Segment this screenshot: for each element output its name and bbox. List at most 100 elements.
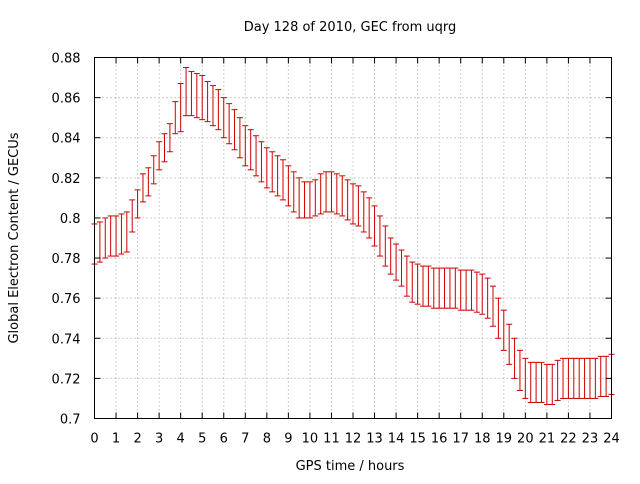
x-tick-label: 2 [133,432,141,447]
error-bar-point [484,277,491,319]
x-tick-label: 6 [220,432,228,447]
error-bar-point [403,255,410,297]
error-bar-point [242,125,249,167]
error-bar-point [209,85,216,127]
error-bar-point [102,217,109,259]
error-bar-point [96,221,103,263]
error-bar-point [527,361,534,403]
error-bar-point [296,177,303,219]
y-tick-label: 0.76 [52,292,81,307]
error-bar-point [193,73,200,119]
error-bar-point [468,269,475,311]
error-bar-point [253,135,260,177]
x-axis-label: GPS time / hours [296,459,405,474]
error-bar-point [473,271,480,313]
error-bar-point [522,357,529,399]
x-tick-label: 8 [263,432,271,447]
error-bar-point [156,141,163,171]
x-tick-label: 19 [496,432,513,447]
error-bar-point [333,173,340,215]
error-bar-point [360,191,367,233]
x-tick-label: 13 [366,432,383,447]
error-bar-point [581,357,588,399]
ticks-layer [94,57,612,419]
error-bar-point [597,355,604,397]
x-tick-label: 21 [539,432,556,447]
error-bar-point [188,71,195,117]
error-bar-point [436,267,443,309]
y-tick-label: 0.7 [60,413,81,428]
y-tick-labels: 0.7 0.72 0.74 0.76 0.78 0.8 0.82 0.84 0.86 0.88 [52,52,81,428]
error-bar-point [398,249,405,287]
error-bar-point [123,211,130,253]
error-bar-point [236,117,243,159]
error-bar-point [301,181,308,219]
error-bar-point [247,129,254,171]
error-bar-point [279,159,286,201]
error-bar-point [344,179,351,221]
x-tick-label: 18 [474,432,491,447]
error-bar-point [452,267,459,309]
error-bar-point [118,213,125,255]
error-bar-point [177,83,184,133]
error-bar-point [457,269,464,311]
error-bar-point [150,155,157,185]
error-bar-point [172,101,179,135]
error-bar-point [430,267,437,309]
error-bar-point [317,173,324,215]
x-tick-label: 0 [90,432,98,447]
error-bar-point [161,133,168,163]
error-bar-point [285,165,292,207]
error-bar-point [312,179,319,217]
error-bar-point [376,215,383,257]
error-bar-point [263,147,270,189]
y-tick-label: 0.82 [52,172,81,187]
error-bars-layer [91,67,615,405]
y-tick-label: 0.88 [52,52,81,67]
error-bar-point [576,357,583,399]
y-tick-label: 0.74 [52,332,81,347]
error-bar-point [129,199,136,233]
error-bar-point [199,75,206,121]
error-bar-point [554,359,561,401]
error-bar-point [134,189,141,219]
y-axis-label: Global Electron Content / GECUs [7,132,22,343]
x-tick-label: 1 [112,432,120,447]
error-bar-point [560,357,567,399]
x-tick-label: 9 [284,432,292,447]
error-bar-point [306,181,313,219]
chart-title: Day 128 of 2010, GEC from uqrg [244,20,457,35]
error-bar-point [274,155,281,197]
error-bar-point [543,363,550,405]
error-bar-point [290,171,297,213]
error-bar-point [549,363,556,405]
y-tick-label: 0.72 [52,372,81,387]
x-tick-label: 4 [177,432,185,447]
error-bar-point [511,337,518,379]
error-bar-point [350,183,356,225]
error-bar-point [355,185,362,227]
y-tick-label: 0.86 [52,92,81,107]
error-bar-point [183,67,190,117]
x-tick-label: 22 [560,432,577,447]
error-bar-point [409,261,416,303]
x-tick-label: 10 [302,432,319,447]
error-bar-point [490,285,497,327]
error-bar-point [220,97,227,139]
x-tick-label: 5 [198,432,206,447]
error-bar-point [516,349,523,391]
error-bar-point [113,215,120,257]
error-bar-point [226,103,233,145]
error-bar-point [204,81,211,123]
x-tick-label: 16 [431,432,448,447]
error-bar-point [387,237,394,275]
x-tick-label: 14 [388,432,405,447]
error-bar-point [420,265,427,307]
error-bar-point [139,173,146,203]
error-bar-point [328,171,335,213]
error-bar-point [495,297,502,339]
x-tick-label: 17 [452,432,469,447]
x-tick-label: 23 [582,432,599,447]
error-bar-point [533,361,540,403]
